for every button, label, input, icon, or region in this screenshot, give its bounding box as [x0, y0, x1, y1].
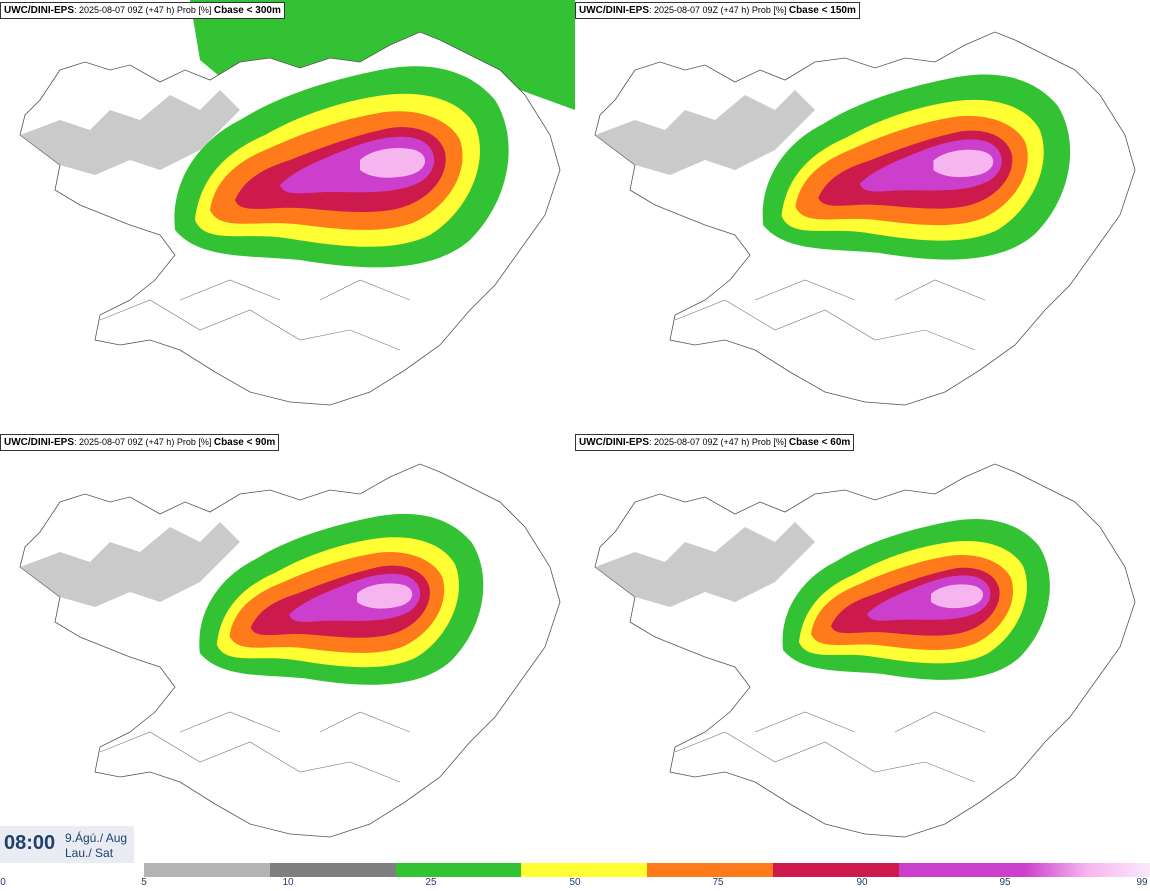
- probability-area: [595, 90, 815, 175]
- colorbar-segment: [647, 863, 773, 877]
- probability-area: [357, 583, 413, 609]
- colorbar-ticks: 0 5 10 25 50 75 90 95 99: [0, 877, 1150, 891]
- colorbar-tick-label: 99: [1136, 877, 1148, 888]
- probability-map: [594, 463, 1136, 838]
- map-panel-150m: UWC/DINI-EPS: 2025-08-07 09Z (+47 h) Pro…: [575, 0, 1150, 432]
- colorbar-tick-label: 75: [712, 877, 724, 888]
- colorbar-segment: [898, 863, 1025, 877]
- colorbar-segment: [521, 863, 647, 877]
- probability-area: [931, 584, 984, 609]
- colorbar-segment: [772, 863, 899, 877]
- colorbar-tick-label: 25: [425, 877, 437, 888]
- probability-area: [933, 149, 994, 178]
- colorbar-tick-label: 95: [999, 877, 1011, 888]
- threshold-label: Cbase < 60m: [788, 437, 851, 448]
- colorbar-segment: [1024, 863, 1150, 877]
- model-name: UWC/DINI-EPS: [4, 5, 74, 16]
- run-info: : 2025-08-07 09Z (+47 h) Prob [%]: [649, 437, 789, 447]
- valid-date-line2: Lau./ Sat: [65, 846, 114, 860]
- panel-title: UWC/DINI-EPS: 2025-08-07 09Z (+47 h) Pro…: [575, 2, 860, 19]
- road-lines: [99, 711, 411, 783]
- colorbar-segment: [269, 863, 396, 877]
- probability-colorbar: [144, 863, 1150, 877]
- threshold-label: Cbase < 150m: [788, 5, 856, 16]
- panel-title: UWC/DINI-EPS: 2025-08-07 09Z (+47 h) Pro…: [575, 434, 855, 451]
- valid-time-box: 08:00 9.Ágú./ Aug Lau./ Sat: [0, 826, 134, 863]
- panel-title: UWC/DINI-EPS: 2025-08-07 09Z (+47 h) Pro…: [0, 434, 280, 451]
- road-lines: [674, 711, 986, 783]
- road-lines: [99, 279, 411, 351]
- model-name: UWC/DINI-EPS: [4, 437, 74, 448]
- probability-area: [595, 522, 815, 607]
- threshold-label: Cbase < 300m: [213, 5, 281, 16]
- map-panel-90m: UWC/DINI-EPS: 2025-08-07 09Z (+47 h) Pro…: [0, 432, 575, 864]
- run-info: : 2025-08-07 09Z (+47 h) Prob [%]: [649, 5, 789, 15]
- colorbar-tick-label: 5: [141, 877, 147, 888]
- colorbar-tick-label: 90: [856, 877, 868, 888]
- run-info: : 2025-08-07 09Z (+47 h) Prob [%]: [74, 437, 214, 447]
- valid-time: 08:00: [4, 832, 56, 854]
- probability-map: [594, 31, 1136, 406]
- probability-map: [19, 463, 561, 838]
- run-info: : 2025-08-07 09Z (+47 h) Prob [%]: [74, 5, 214, 15]
- panel-title: UWC/DINI-EPS: 2025-08-07 09Z (+47 h) Pro…: [0, 2, 285, 19]
- colorbar-tick-label: 0: [0, 877, 6, 888]
- probability-area: [20, 90, 240, 175]
- colorbar-tick-label: 10: [282, 877, 294, 888]
- map-panel-300m: UWC/DINI-EPS: 2025-08-07 09Z (+47 h) Pro…: [0, 0, 575, 432]
- probability-area: [360, 148, 426, 178]
- valid-date-line1: 9.Ágú./ Aug: [65, 831, 128, 845]
- colorbar-tick-label: 50: [569, 877, 581, 888]
- probability-map: [19, 0, 575, 406]
- model-name: UWC/DINI-EPS: [579, 437, 649, 448]
- probability-area: [20, 522, 240, 607]
- colorbar-segment: [395, 863, 522, 877]
- map-panel-60m: UWC/DINI-EPS: 2025-08-07 09Z (+47 h) Pro…: [575, 432, 1150, 864]
- colorbar-segment: [144, 863, 270, 877]
- threshold-label: Cbase < 90m: [213, 437, 276, 448]
- model-name: UWC/DINI-EPS: [579, 5, 649, 16]
- road-lines: [674, 279, 986, 351]
